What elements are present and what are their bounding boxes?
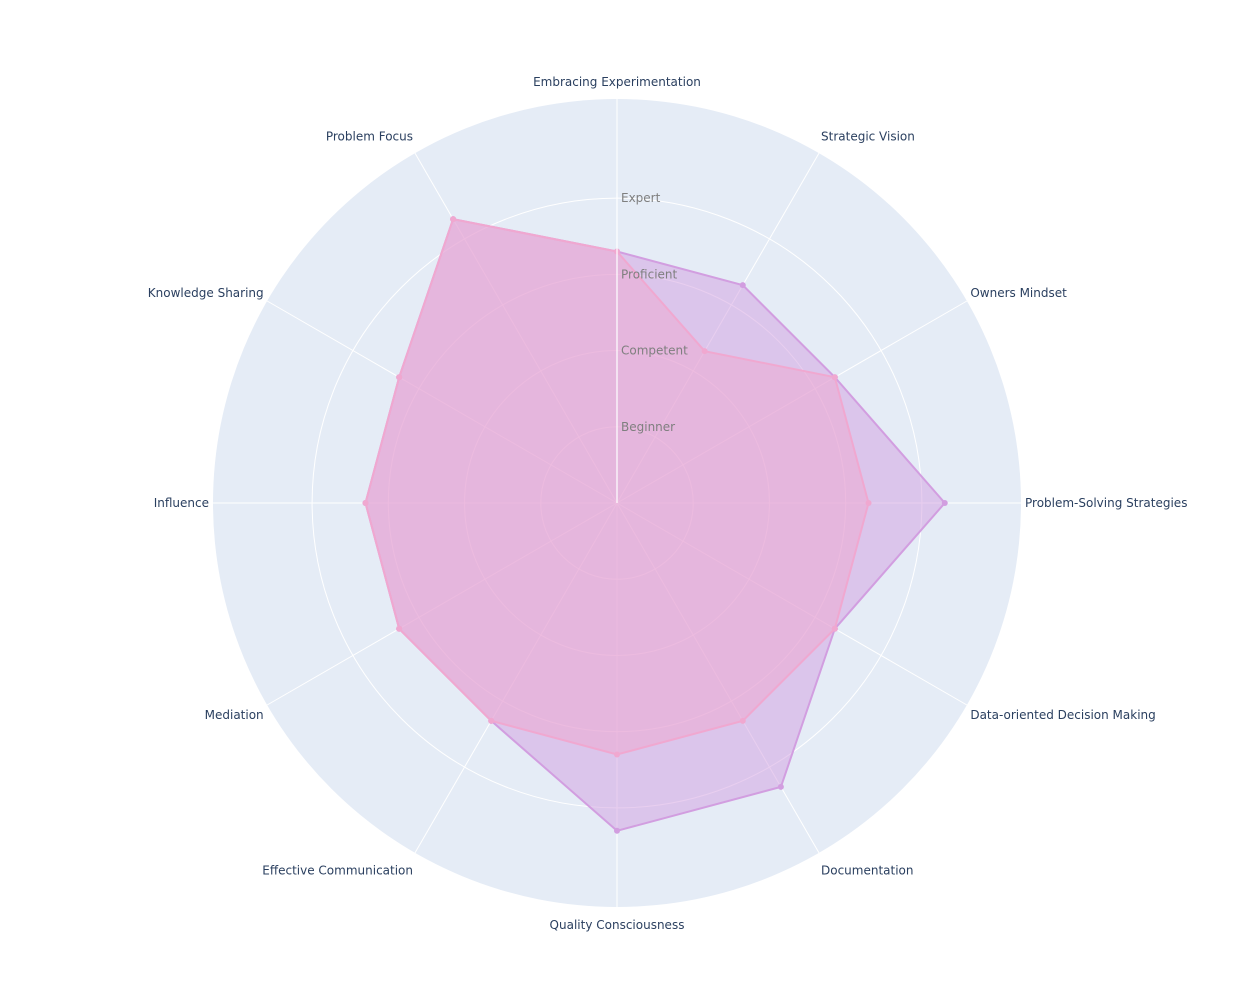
series-2-point-8 [488, 717, 495, 724]
angular-axis-label: Quality Consciousness [550, 918, 685, 932]
angular-axis-label: Influence [154, 496, 209, 510]
angular-axis-labels: Embracing Experimentation Strategic Visio… [148, 75, 1188, 932]
angular-axis-label: Knowledge Sharing [148, 286, 264, 300]
angular-axis-label: Problem Focus [326, 130, 413, 144]
series-2-point-4 [865, 500, 872, 506]
series-1-point-6 [777, 783, 784, 790]
radial-tick-label: Competent [621, 344, 688, 358]
series-2-point-10 [362, 500, 369, 506]
angular-axis-label: Effective Communication [262, 863, 413, 877]
angular-axis-label: Mediation [205, 708, 264, 722]
series-1-point-4 [941, 500, 948, 506]
series-2-point-7 [614, 751, 620, 758]
series-2-point-3 [831, 374, 838, 381]
angular-axis-label: Problem-Solving Strategies [1025, 496, 1187, 510]
series-2-point-11 [396, 374, 403, 381]
series-2-point-2 [701, 348, 708, 355]
radial-tick-label: Proficient [621, 267, 678, 281]
series-2-point-12 [450, 216, 457, 223]
angular-axis-label: Owners Mindset [970, 286, 1067, 300]
series-2-point-6 [739, 717, 746, 724]
angular-axis-label: Documentation [821, 863, 914, 877]
angular-axis-label: Data-oriented Decision Making [970, 708, 1155, 722]
angular-axis-label: Strategic Vision [821, 130, 915, 144]
radial-tick-label: Expert [621, 191, 661, 205]
series-1-point-2 [739, 282, 746, 289]
radial-tick-labels: Beginner Competent Proficient Expert [616, 191, 688, 503]
radial-tick-label: Beginner [621, 420, 675, 434]
angular-axis-label: Embracing Experimentation [533, 75, 701, 89]
series-2-point-9 [396, 625, 403, 632]
series-2-point-5 [831, 625, 838, 632]
series-1-point-7 [614, 827, 620, 834]
